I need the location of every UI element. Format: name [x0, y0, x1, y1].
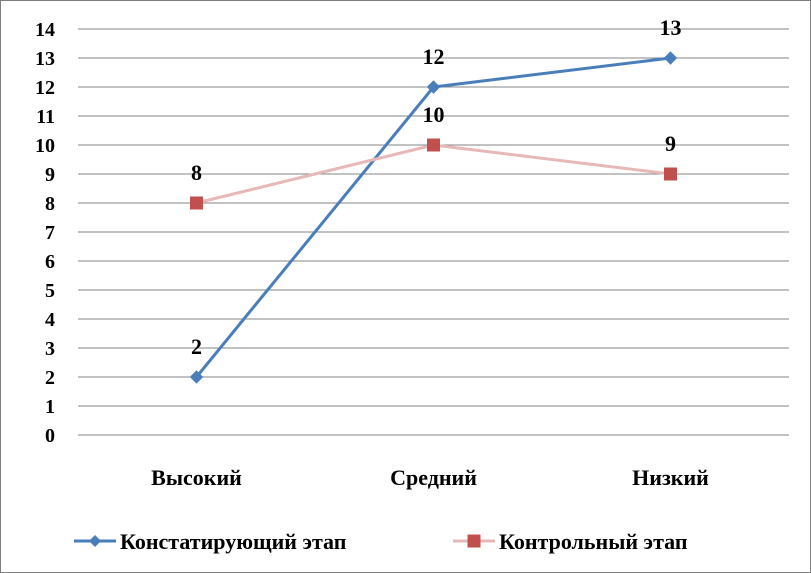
y-tick-label: 2: [45, 367, 55, 389]
x-category-label: Низкий: [632, 465, 709, 490]
legend-label: Констатирующий этап: [120, 529, 347, 554]
data-label: 8: [191, 160, 202, 185]
y-tick-label: 14: [35, 19, 55, 41]
data-point: [664, 167, 677, 181]
y-tick-label: 6: [45, 251, 55, 273]
x-axis-category-labels: Высокий Средний Низкий: [151, 465, 709, 490]
x-category-label: Высокий: [151, 465, 242, 490]
y-tick-label: 11: [36, 106, 55, 128]
data-point: [426, 80, 441, 94]
series-layer: [189, 51, 678, 384]
y-tick-label: 7: [45, 222, 55, 244]
y-tick-label: 13: [35, 48, 55, 70]
data-label: 10: [423, 102, 445, 127]
y-tick-label: 0: [45, 425, 55, 447]
data-labels: 2 12 13 8 10 9: [191, 15, 682, 359]
y-tick-label: 5: [45, 280, 55, 302]
series-2: [190, 138, 677, 210]
y-tick-label: 8: [45, 193, 55, 215]
legend-label: Контрольный этап: [499, 529, 688, 554]
legend-entry-1: Констатирующий этап: [74, 529, 347, 554]
y-tick-label: 3: [45, 338, 55, 360]
data-label: 12: [423, 44, 445, 69]
y-tick-label: 9: [45, 164, 55, 186]
x-category-label: Средний: [390, 465, 477, 490]
legend: Констатирующий этап Контрольный этап: [74, 529, 688, 554]
y-tick-label: 1: [45, 396, 55, 418]
data-point: [663, 51, 678, 65]
data-label: 13: [660, 15, 682, 40]
legend-marker: [467, 534, 481, 548]
y-tick-label: 10: [35, 135, 55, 157]
legend-marker: [89, 535, 101, 547]
series-1: [189, 51, 678, 384]
data-point: [427, 138, 440, 152]
data-label: 9: [665, 131, 676, 156]
y-tick-label: 4: [45, 309, 55, 331]
data-point: [189, 370, 204, 384]
data-label: 2: [191, 334, 202, 359]
y-tick-label: 12: [35, 77, 55, 99]
data-point: [190, 196, 203, 210]
legend-entry-2: Контрольный этап: [453, 529, 688, 554]
